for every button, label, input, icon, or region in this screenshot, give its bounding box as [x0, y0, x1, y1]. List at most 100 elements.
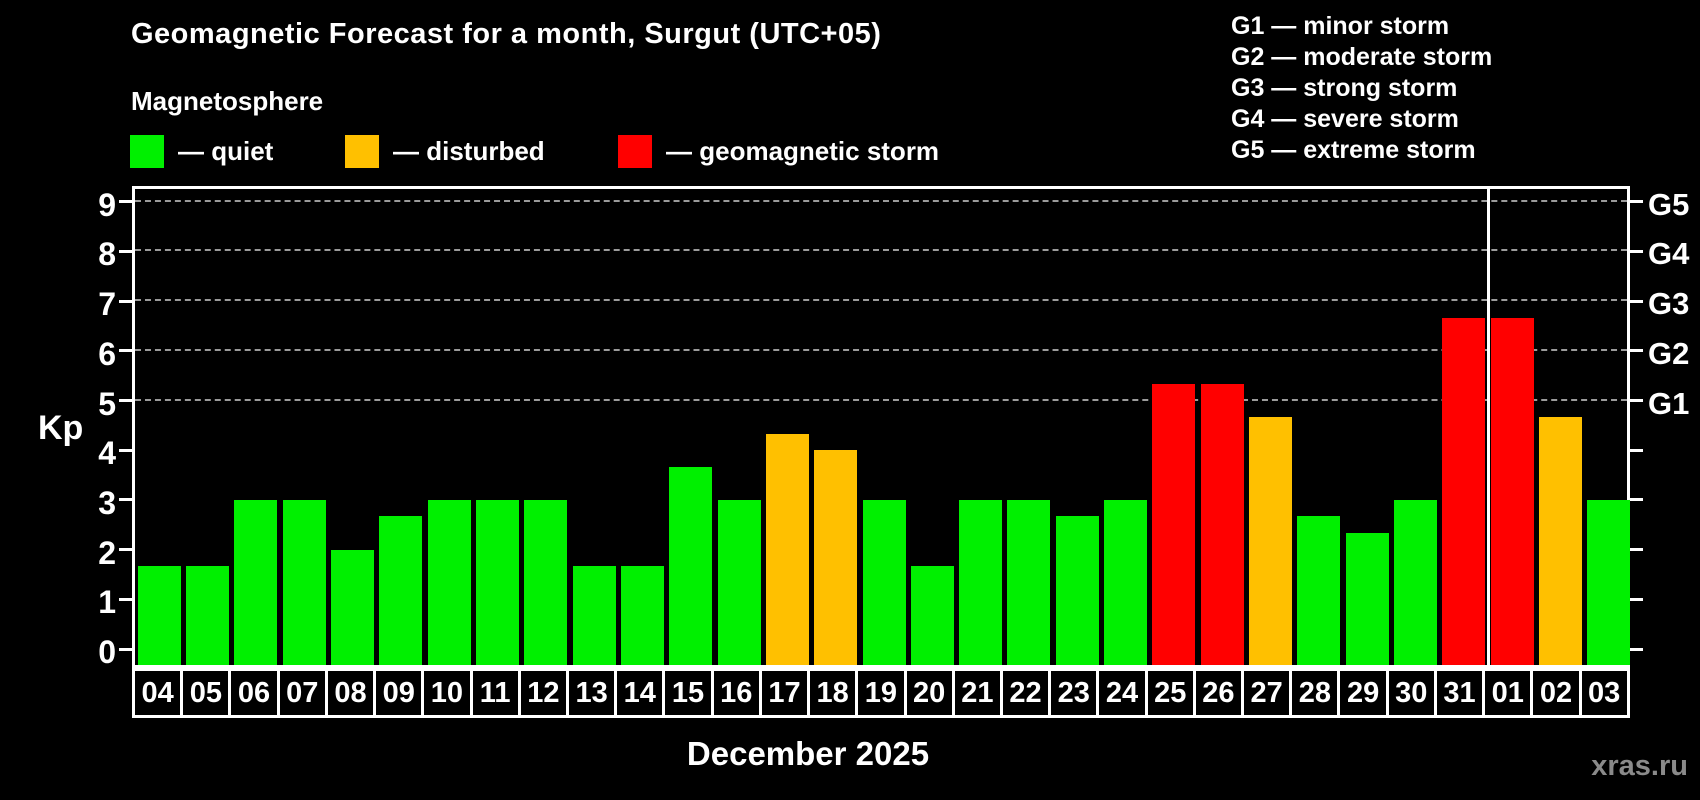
kp-bar-30 [1394, 499, 1438, 665]
watermark: xras.ru [1591, 750, 1688, 782]
left-axis-tick [119, 548, 132, 552]
day-label-28: 28 [1289, 668, 1341, 718]
kp-bar-08 [330, 549, 374, 665]
left-axis-tick [119, 349, 132, 353]
right-axis-tick [1630, 448, 1643, 452]
day-label-18: 18 [807, 668, 859, 718]
gridline-kp5 [135, 398, 1627, 401]
kp-bar-06 [234, 499, 278, 665]
right-axis-label-G2: G2 [1648, 335, 1690, 371]
quiet-color-swatch [130, 134, 164, 168]
right-axis-tick [1630, 548, 1643, 552]
y-tick-label: 4 [98, 435, 116, 472]
y-tick-label: 7 [98, 286, 116, 323]
day-label-09: 09 [373, 668, 425, 718]
kp-bar-09 [379, 516, 423, 665]
legend-item-quiet: — quiet [130, 133, 273, 169]
left-axis-tick [119, 399, 132, 402]
right-axis-tick [1630, 349, 1643, 353]
y-tick-label: 6 [98, 335, 116, 372]
kp-bar-21 [959, 499, 1003, 665]
day-label-02: 02 [1530, 668, 1582, 718]
legend-label: — quiet [178, 135, 274, 166]
day-label-05: 05 [180, 668, 232, 718]
day-label-25: 25 [1144, 668, 1196, 718]
right-axis-label-G5: G5 [1648, 186, 1690, 222]
y-tick-label: 0 [98, 634, 116, 670]
day-label-26: 26 [1192, 668, 1245, 718]
kp-bar-31 [1442, 317, 1486, 665]
y-tick-label: 9 [98, 186, 116, 223]
x-axis-title: December 2025 [686, 735, 930, 772]
g-scale-legend: G1 — minor storm G2 — moderate storm G3 — … [1231, 11, 1492, 166]
legend-title: Magnetosphere [131, 86, 324, 116]
day-label-29: 29 [1337, 668, 1389, 718]
day-label-21: 21 [951, 668, 1003, 718]
left-axis-tick [119, 249, 132, 253]
left-axis-tick [119, 299, 132, 303]
gridline-kp6 [135, 348, 1627, 351]
right-axis-tick [1630, 200, 1643, 204]
gridline-kp9 [135, 199, 1627, 202]
day-label-13: 13 [565, 668, 618, 718]
day-label-17: 17 [758, 668, 811, 718]
kp-bar-04 [137, 566, 181, 665]
kp-bar-03 [1587, 499, 1631, 665]
y-tick-label: 1 [98, 584, 116, 621]
right-axis-tick [1630, 647, 1643, 651]
kp-bar-10 [427, 499, 471, 665]
kp-bar-12 [524, 499, 568, 665]
legend-item-disturbed: — disturbed [345, 133, 545, 169]
day-label-03: 03 [1578, 668, 1630, 718]
day-label-27: 27 [1241, 668, 1293, 718]
day-label-30: 30 [1385, 668, 1437, 718]
y-tick-label: 5 [98, 385, 116, 422]
day-label-10: 10 [421, 668, 473, 718]
left-axis-tick [119, 597, 132, 601]
chart-title: Geomagnetic Forecast for a month, Surgut… [131, 18, 882, 50]
kp-bar-16 [717, 499, 761, 665]
disturbed-color-swatch [345, 134, 379, 168]
g-legend-line: G2 — moderate storm [1231, 43, 1493, 71]
kp-bar-11 [475, 499, 519, 665]
right-axis-label-G4: G4 [1648, 236, 1690, 272]
y-tick-label: 8 [98, 236, 116, 273]
right-axis-tick [1630, 399, 1643, 402]
kp-bar-14 [620, 566, 664, 665]
right-axis-label-G1: G1 [1648, 385, 1690, 421]
kp-bar-23 [1055, 516, 1099, 665]
legend-label: — disturbed [393, 135, 545, 166]
day-label-12: 12 [517, 668, 569, 718]
g-legend-line: G3 — strong storm [1231, 74, 1458, 102]
x-axis-day-labels: 04 05 06 07 08 09 10 11 12 13 14 15 16 17 18 19 20 21 22 23… [132, 668, 1630, 718]
kp-bar-18 [814, 450, 858, 665]
gridline-kp7 [135, 299, 1627, 302]
storm-color-swatch [618, 134, 652, 168]
g-legend-line: G5 — extreme storm [1231, 136, 1476, 164]
day-label-01: 01 [1482, 668, 1534, 718]
y-tick-label: 2 [98, 534, 116, 571]
right-axis-tick [1630, 498, 1643, 502]
kp-bar-01 [1490, 317, 1534, 665]
kp-bar-13 [572, 566, 616, 665]
day-label-22: 22 [999, 668, 1052, 718]
day-label-15: 15 [662, 668, 714, 718]
left-axis-tick [119, 498, 132, 502]
day-label-04: 04 [132, 668, 184, 718]
kp-bar-22 [1007, 499, 1051, 665]
day-label-11: 11 [469, 668, 521, 718]
kp-bar-28 [1297, 516, 1341, 665]
legend-item-storm: — geomagnetic storm [618, 133, 939, 169]
kp-bar-20 [910, 566, 954, 665]
day-label-19: 19 [855, 668, 907, 718]
day-label-14: 14 [614, 668, 666, 718]
day-label-06: 06 [228, 668, 280, 718]
right-axis-tick [1630, 597, 1643, 601]
kp-bar-24 [1104, 499, 1148, 665]
kp-bar-26 [1200, 384, 1244, 665]
right-axis-label-G3: G3 [1648, 286, 1690, 322]
left-axis-tick [119, 647, 132, 651]
y-axis-title: Kp [38, 409, 84, 447]
month-boundary-line [1486, 189, 1490, 665]
